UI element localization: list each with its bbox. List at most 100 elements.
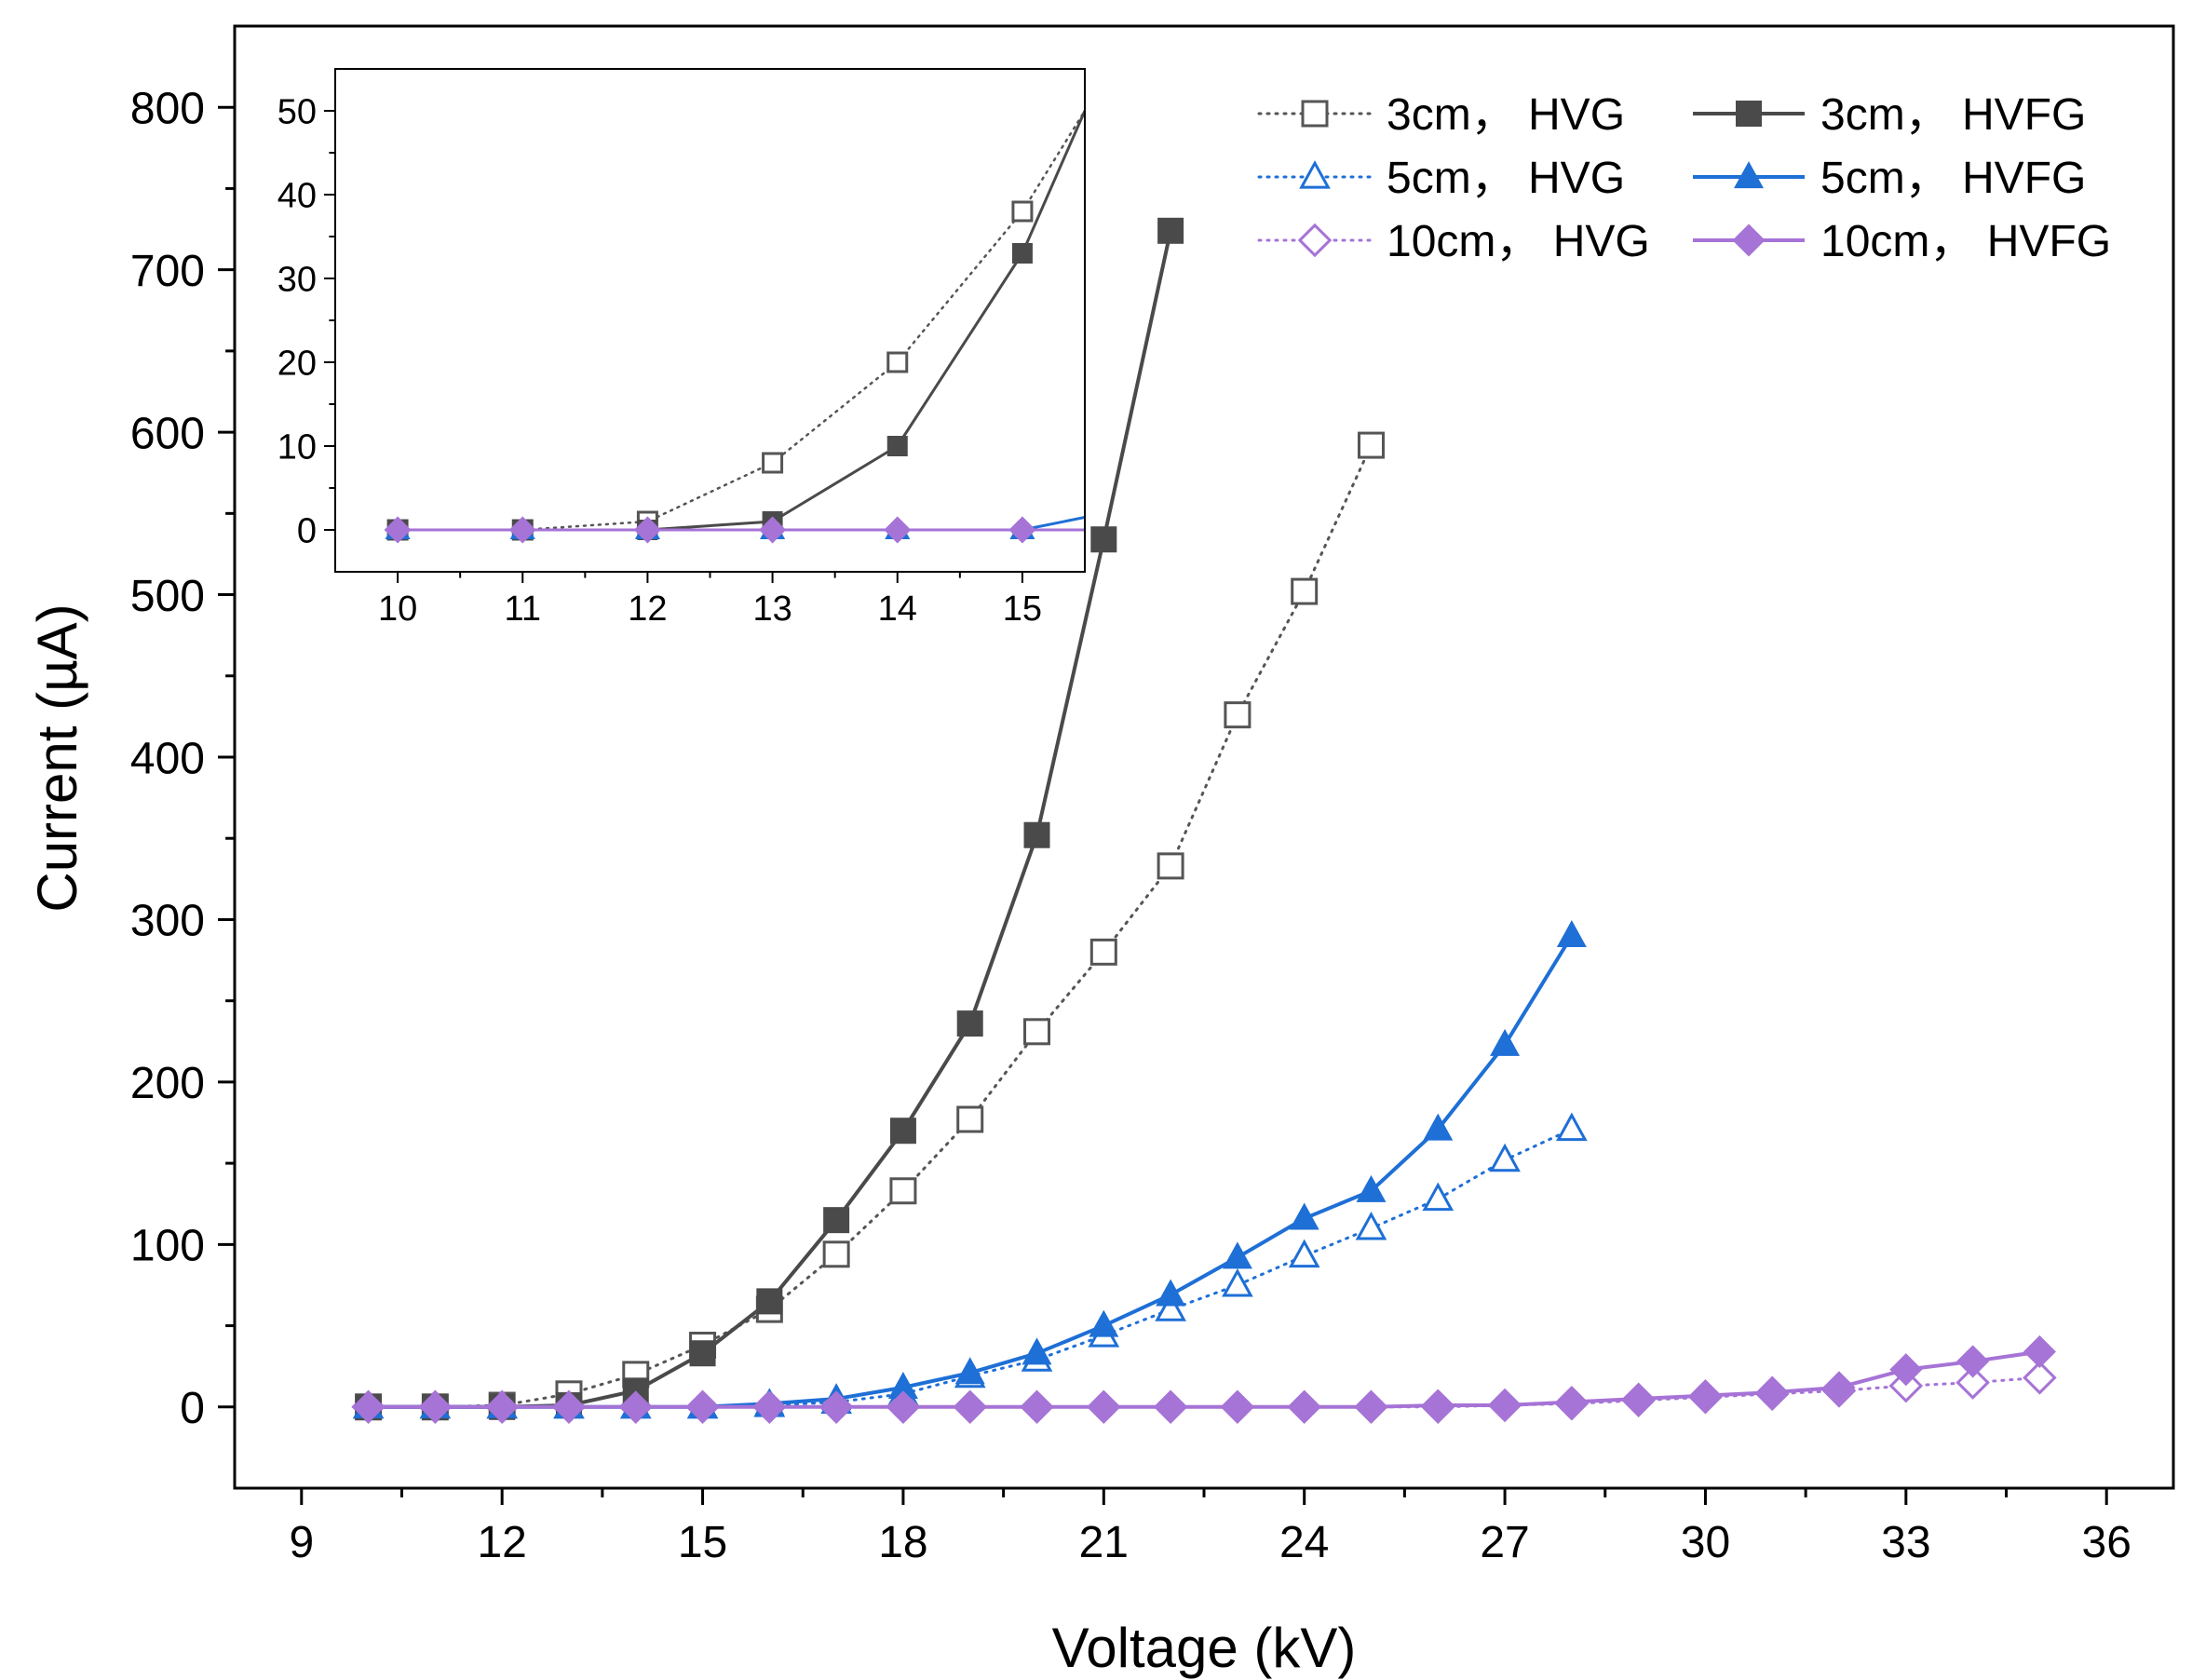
main-series-10cm-hvfg-point [619,1390,653,1424]
main-series-3cm-hvg-point [1089,938,1117,966]
main-plot: 9 12 15 18 21 24 27 30 33 36010020030040050060070… [130,24,2175,1567]
inset-x-tick-label: 10 [378,589,417,629]
main-x-tick-label: 27 [1480,1518,1529,1567]
main-series-10cm-hvfg-point [1956,1345,1990,1378]
legend: 3cm， HVG 3cm， HVFG 5cm， HVG 5cm， HVFG 10cm， … [1257,90,2111,266]
legend-item-5cm-hvfg-label: 5cm， HVFG [1820,154,2086,203]
inset-series-10cm-hvfg-point [385,517,411,543]
inset-series-3cm-hvg-point [886,351,909,373]
main-series-10cm-hvfg-point [1488,1389,1522,1422]
inset-series-10cm-hvfg-point [1009,517,1035,543]
main-series-5cm-hvg-point [1489,1143,1521,1172]
main-series-10cm-hvg-point [1955,1365,1990,1400]
inset-x-tick-label: 15 [1003,589,1042,629]
inset-y-tick-label: 40 [277,177,317,216]
main-x-tick-label: 33 [1881,1518,1930,1567]
main-series-3cm-hvg-point [1157,852,1184,880]
y-axis-title: Current (µA) [26,603,88,912]
main-y-tick-label: 600 [130,409,205,458]
main-series-10cm-hvfg-point [552,1390,586,1424]
main-series-5cm-hvg-point [1155,1293,1186,1321]
legend-item-3cm-hvfg: 3cm， HVFG [1693,90,2086,140]
legend-item-10cm-hvfg: 10cm， HVFG [1693,217,2111,266]
main-y-tick-label: 200 [130,1059,205,1108]
legend-item-3cm-hvfg-marker [1736,101,1762,127]
main-series-5cm-hvfg-point [1556,919,1587,948]
main-series-10cm-hvfg-point [1688,1379,1722,1413]
main-series-10cm-hvfg-point [1889,1353,1923,1387]
inset-y-tick-label: 0 [297,512,317,551]
main-series-10cm-hvfg-point [1288,1390,1321,1424]
main-series-10cm-hvfg-point [1154,1390,1187,1424]
inset-x-tick-label: 14 [878,589,917,629]
main-series-5cm-hvg-point [1288,1239,1320,1268]
legend-item-5cm-hvg: 5cm， HVG [1257,154,1625,203]
main-series-5cm-hvg-point [1422,1182,1455,1212]
main-series-3cm-hvg-point [1224,701,1252,729]
main-y-tick-label: 300 [130,897,205,946]
main-series-10cm-hvfg-point [752,1390,786,1424]
main-series-3cm-hvg-point [956,1105,984,1133]
main-series-5cm-hvg-point [1222,1268,1253,1297]
inset-frame [334,68,1086,573]
main-series-10cm-hvfg-point [1087,1390,1120,1424]
x-axis-title: Voltage (kV) [1052,1617,1357,1679]
inset-x-tick-label: 12 [628,589,667,629]
main-series-5cm-hvfg-point [954,1357,985,1385]
main-series-5cm-hvfg-point [1289,1202,1319,1230]
main-series-10cm-hvfg-point [1822,1371,1856,1404]
main-series-10cm-hvfg-point [1421,1389,1455,1422]
main-series-3cm-hvfg-point [1090,526,1117,553]
main-series-10cm-hvfg-point [886,1390,920,1424]
inset-series-10cm-hvfg-point [634,517,661,543]
main-series-3cm-hvg-point [889,1177,917,1205]
main-x-tick-label: 21 [1079,1518,1129,1567]
main-y-tick-label: 100 [130,1222,205,1271]
main-series-3cm-hvfg-point [889,1118,916,1145]
inset-y-tick-label: 30 [277,261,317,300]
main-frame [233,24,2175,1490]
inset-series-group [384,109,1085,544]
main-series-10cm-hvfg-point [2023,1335,2056,1369]
main-x-tick-label: 9 [289,1518,314,1567]
main-series-group [351,217,2057,1425]
inset-background [335,69,1085,572]
main-series-10cm-hvfg-point [485,1390,519,1424]
main-y-tick-label: 0 [180,1384,205,1433]
inset-series-10cm-hvfg-point [509,517,536,543]
main-series-5cm-hvfg-point [1156,1279,1186,1307]
main-series-10cm-hvfg-point [819,1390,853,1424]
legend-item-3cm-hvg: 3cm， HVG [1257,90,1625,140]
main-y-tick-label: 800 [130,85,205,134]
inset-y-tick-label: 10 [277,428,317,467]
main-series-3cm-hvfg-point [956,1010,983,1037]
main-series-5cm-hvfg-point [1089,1309,1119,1337]
main-series-10cm-hvfg-point [352,1390,386,1424]
legend-item-5cm-hvfg-marker [1734,161,1764,189]
legend-item-5cm-hvg-label: 5cm， HVG [1387,154,1625,203]
inset-x-tick-label: 13 [752,589,792,629]
main-x-tick-label: 24 [1279,1518,1329,1567]
inset-y-tick-label: 20 [277,345,317,384]
legend-item-10cm-hvfg-marker [1732,224,1766,257]
main-y-tick-label: 400 [130,734,205,783]
main-series-5cm-hvfg-point [1356,1174,1387,1202]
main-series-10cm-hvfg-point [686,1390,720,1424]
main-series-10cm-hvg-point [2023,1361,2057,1395]
main-series-3cm-hvg-point [1291,577,1319,605]
main-series-5cm-hvfg-point [1222,1241,1252,1269]
main-y-tick-label: 700 [130,247,205,296]
main-series-3cm-hvg-line [367,443,1373,1409]
inset-plot: 10 11 12 13 14 15 0 10 20 30 40 50 [277,68,1086,629]
main-series-10cm-hvfg-point [1354,1390,1388,1424]
legend-item-3cm-hvfg-label: 3cm， HVFG [1820,90,2086,140]
main-series-3cm-hvg-point [1357,431,1385,459]
main-series-10cm-hvfg-point [1555,1386,1589,1419]
legend-item-5cm-hvg-marker [1299,160,1331,189]
main-x-tick-label: 12 [477,1518,526,1567]
main-y-tick-label: 500 [130,572,205,621]
inset-series-3cm-hvg-point [762,452,784,474]
main-x-tick-label: 15 [678,1518,727,1567]
main-series-5cm-hvg-point [1355,1211,1387,1240]
